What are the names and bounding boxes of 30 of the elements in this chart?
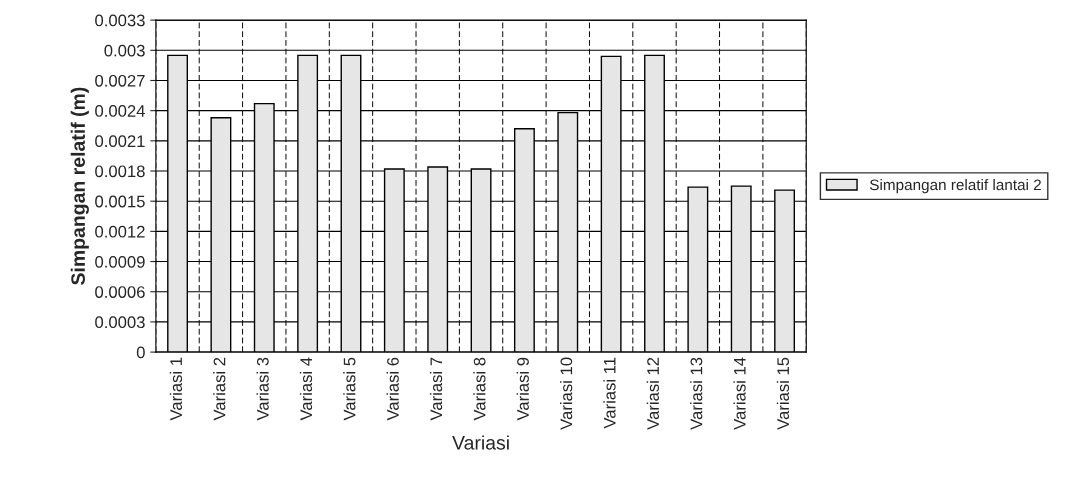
x-tick-label: Variasi 4 [299,357,313,421]
x-tick-label: Variasi 5 [343,357,356,421]
x-tick-label: Variasi 10 [560,357,573,430]
y-tick-label: 0.0027 [95,74,145,87]
y-tick-label: 0.0003 [95,316,145,329]
y-tick-label: 0.0009 [95,255,145,268]
x-tick-label: Variasi 14 [733,357,746,430]
x-tick-label: Variasi 11 [603,357,616,429]
y-tick-label: 0.0021 [95,135,145,148]
legend-label: Simpangan relatif lantai 2 [869,178,1041,194]
y-tick-label: 0.0006 [95,286,145,298]
x-tick-label: Variasi 6 [386,357,399,421]
x-tick-label: Variasi 2 [213,357,226,421]
x-tick-label: Variasi 12 [646,357,659,430]
x-tick-label: Variasi 3 [256,357,269,421]
y-tick-label: 0 [136,346,145,359]
x-tick-label: Variasi 13 [690,357,703,430]
x-tick-label: Variasi 1 [169,357,183,421]
x-tick-label: Variasi 9 [516,357,529,421]
y-tick-label: 0.0033 [95,14,145,27]
y-tick-label: 0.0012 [95,225,145,238]
y-axis-title: Simpangan relatif (m) [70,87,89,285]
x-tick-label: Variasi 8 [473,357,486,421]
y-tick-label: 0.003 [104,44,145,57]
x-axis-title: Variasi [452,435,509,450]
x-tick-label: Variasi 15 [776,357,790,430]
y-tick-label: 0.0015 [95,195,145,208]
y-tick-label: 0.0018 [95,165,145,178]
x-tick-label: Variasi 7 [429,357,443,421]
y-tick-label: 0.0024 [95,105,145,117]
